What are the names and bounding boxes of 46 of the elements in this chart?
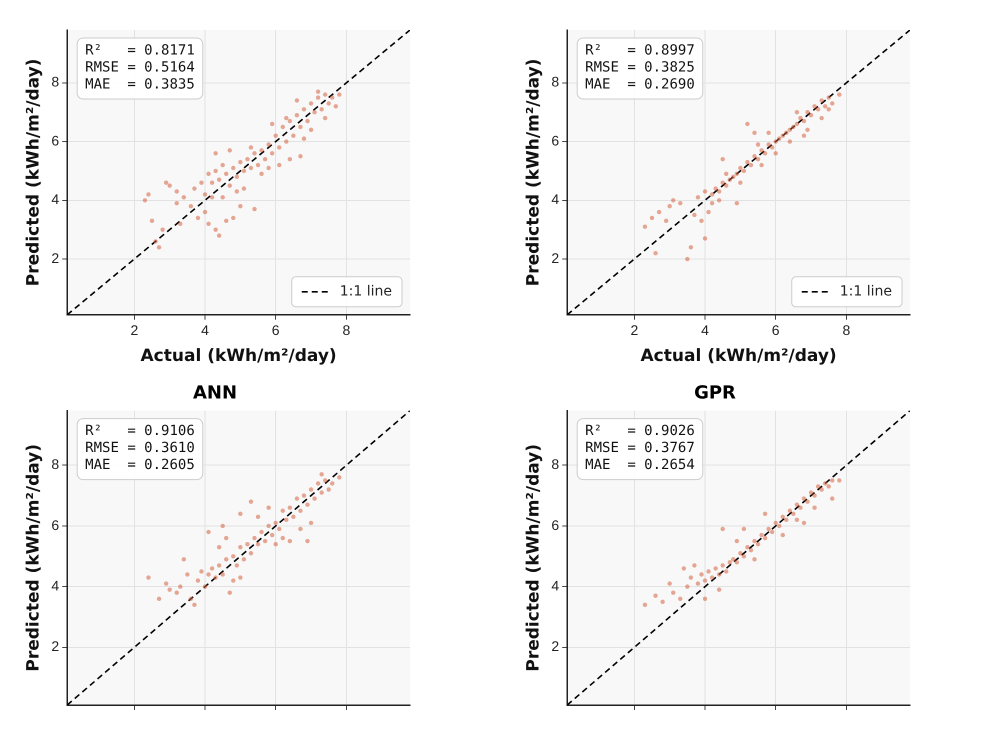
- chart-title: ANN: [192, 382, 238, 404]
- y-tick-label: 6: [551, 132, 560, 148]
- y-tick-label: 8: [551, 456, 560, 472]
- annotation: RMSE = 0.3825: [585, 60, 695, 76]
- y-tick-label: 4: [551, 191, 560, 208]
- y-tick-label: 8: [51, 74, 60, 90]
- y-axis-title: Predicted (kWh/m²/day): [524, 444, 544, 672]
- y-tick-label: 6: [551, 516, 560, 533]
- annotation: RMSE = 0.5164: [85, 60, 195, 76]
- y-tick-label: 4: [51, 577, 60, 594]
- annotation: RMSE = 0.3610: [85, 440, 195, 456]
- annotation: R² = 0.9106: [85, 423, 195, 440]
- y-tick-label: 4: [51, 191, 60, 208]
- x-tick-label: 8: [842, 322, 850, 338]
- x-tick-label: 2: [630, 322, 638, 338]
- x-axis-title: Actual (kWh/m²/day): [640, 346, 837, 366]
- y-tick-label: 6: [51, 132, 60, 148]
- annotation: RMSE = 0.3767: [585, 440, 695, 456]
- legend-label: 1:1 line: [340, 283, 392, 300]
- x-axis-title: Actual (kWh/m²/day): [140, 346, 337, 366]
- y-tick-label: 2: [51, 250, 60, 266]
- x-tick-label: 2: [130, 322, 138, 338]
- annotation: R² = 0.8171: [85, 42, 195, 59]
- y-axis-title: Predicted (kWh/m²/day): [24, 58, 44, 286]
- y-tick-label: 2: [51, 638, 60, 654]
- annotation: R² = 0.8997: [585, 42, 695, 59]
- y-tick-label: 4: [551, 577, 560, 594]
- annotation: R² = 0.9026: [585, 423, 695, 440]
- y-tick-label: 2: [551, 250, 560, 266]
- y-axis-title: Predicted (kWh/m²/day): [524, 58, 544, 286]
- y-axis-title: Predicted (kWh/m²/day): [24, 444, 44, 672]
- annotation: MAE = 0.2605: [85, 457, 195, 474]
- legend-label: 1:1 line: [840, 283, 892, 300]
- x-tick-label: 4: [201, 322, 210, 338]
- x-tick-label: 6: [272, 322, 280, 338]
- y-tick-label: 2: [551, 638, 560, 654]
- x-tick-label: 6: [772, 322, 780, 338]
- x-tick-label: 4: [701, 322, 710, 338]
- annotation: MAE = 0.2690: [585, 76, 695, 93]
- chart-title: GPR: [694, 382, 736, 404]
- annotation: MAE = 0.3835: [85, 76, 195, 93]
- y-tick-label: 8: [51, 456, 60, 472]
- y-tick-label: 8: [551, 74, 560, 90]
- annotation: MAE = 0.2654: [585, 457, 695, 474]
- x-tick-label: 8: [342, 322, 350, 338]
- y-tick-label: 6: [51, 516, 60, 533]
